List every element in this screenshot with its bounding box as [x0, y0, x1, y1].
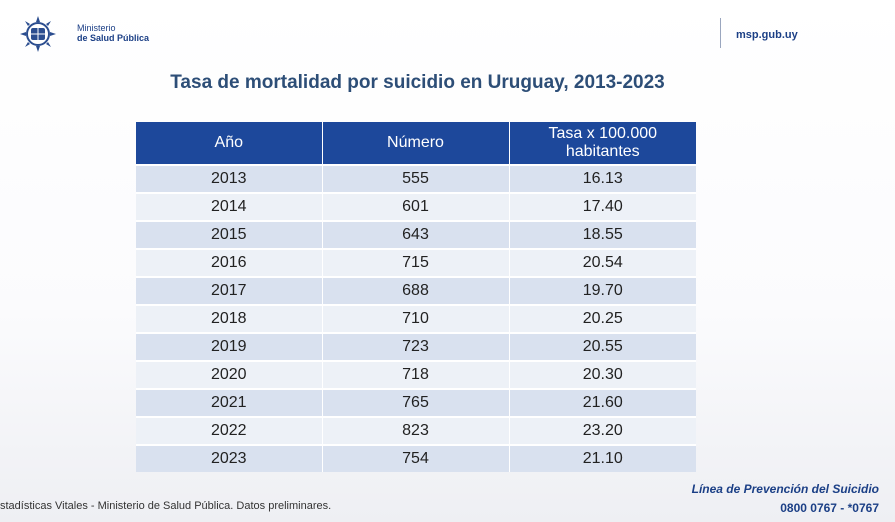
- year-cell: 2017: [136, 276, 323, 305]
- number-cell: 823: [322, 416, 510, 445]
- year-cell: 2015: [136, 220, 323, 249]
- table-header-row: Año Número Tasa x 100.000 habitantes: [136, 122, 696, 165]
- table-row: 2023 754 21.10: [136, 444, 696, 472]
- year-cell: 2022: [136, 416, 323, 445]
- rate-cell: 20.30: [509, 360, 696, 389]
- hotline-title: Línea de Prevención del Suicidio: [691, 482, 879, 496]
- page-title: Tasa de mortalidad por suicidio en Urugu…: [170, 72, 665, 93]
- rate-cell: 17.40: [509, 192, 696, 221]
- source-note: stadísticas Vitales - Ministerio de Salu…: [0, 500, 332, 512]
- year-cell: 2014: [136, 192, 323, 221]
- number-cell: 718: [322, 360, 510, 389]
- table-row: 2017 688 19.70: [136, 276, 696, 305]
- rate-cell: 19.70: [509, 276, 696, 305]
- table-row: 2014 601 17.40: [136, 192, 696, 221]
- rate-cell: 20.54: [509, 248, 696, 277]
- coat-of-arms-logo-icon: [18, 14, 58, 54]
- column-header-rate: Tasa x 100.000 habitantes: [509, 122, 696, 165]
- mortality-table: Año Número Tasa x 100.000 habitantes 201…: [136, 122, 696, 472]
- year-cell: 2020: [136, 360, 323, 389]
- rate-cell: 18.55: [509, 220, 696, 249]
- table-row: 2019 723 20.55: [136, 332, 696, 361]
- rate-cell: 21.10: [509, 444, 696, 472]
- rate-cell: 21.60: [509, 388, 696, 417]
- year-cell: 2019: [136, 332, 323, 361]
- table-row: 2022 823 23.20: [136, 416, 696, 445]
- table-row: 2021 765 21.60: [136, 388, 696, 417]
- number-cell: 555: [322, 164, 510, 193]
- rate-cell: 23.20: [509, 416, 696, 445]
- table-row: 2020 718 20.30: [136, 360, 696, 389]
- rate-cell: 16.13: [509, 164, 696, 193]
- website-link[interactable]: msp.gub.uy: [736, 29, 798, 41]
- number-cell: 601: [322, 192, 510, 221]
- number-cell: 715: [322, 248, 510, 277]
- number-cell: 765: [322, 388, 510, 417]
- hotline-numbers: 0800 0767 - *0767: [780, 501, 879, 515]
- ministry-name-line1: Ministerio: [77, 23, 116, 33]
- ministry-name-line2: de Salud Pública: [77, 33, 150, 43]
- column-header-number: Número: [322, 122, 510, 165]
- header-divider: [720, 18, 721, 48]
- number-cell: 643: [322, 220, 510, 249]
- number-cell: 688: [322, 276, 510, 305]
- year-cell: 2013: [136, 164, 323, 193]
- year-cell: 2021: [136, 388, 323, 417]
- number-cell: 710: [322, 304, 510, 333]
- table-row: 2013 555 16.13: [136, 164, 696, 193]
- year-cell: 2018: [136, 304, 323, 333]
- table-row: 2016 715 20.54: [136, 248, 696, 277]
- number-cell: 723: [322, 332, 510, 361]
- column-header-year: Año: [136, 122, 323, 165]
- number-cell: 754: [322, 444, 510, 472]
- rate-cell: 20.55: [509, 332, 696, 361]
- table-row: 2015 643 18.55: [136, 220, 696, 249]
- year-cell: 2023: [136, 444, 323, 472]
- rate-cell: 20.25: [509, 304, 696, 333]
- ministry-name: Ministerio de Salud Pública: [77, 23, 149, 43]
- year-cell: 2016: [136, 248, 323, 277]
- table-row: 2018 710 20.25: [136, 304, 696, 333]
